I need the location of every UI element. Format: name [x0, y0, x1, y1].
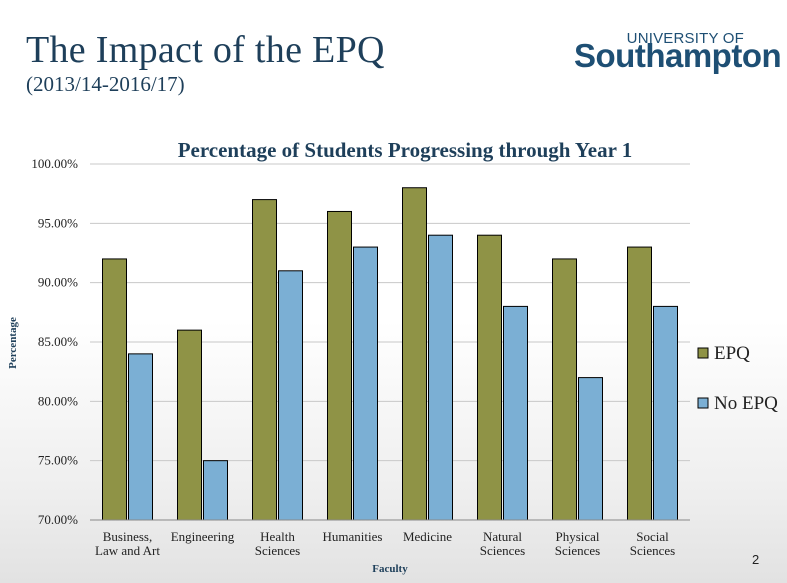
bar-no-epq [278, 270, 303, 521]
y-tick-label: 100.00% [31, 156, 78, 171]
x-tick-label: Law and Art [95, 543, 160, 558]
bar-epq [327, 210, 352, 521]
legend-label-epq: EPQ [714, 343, 750, 364]
y-tick-label: 75.00% [38, 453, 78, 468]
legend-swatch-no-epq [697, 397, 709, 409]
y-tick-label: 70.00% [38, 512, 78, 527]
bar-no-epq [653, 305, 678, 521]
logo-university-of: UNIVERSITY OF [626, 30, 744, 47]
bar-no-epq [428, 234, 453, 521]
bar-epq [477, 234, 502, 521]
x-tick-label: Business, [103, 529, 152, 544]
y-tick-label: 85.00% [38, 334, 78, 349]
bar-epq [402, 187, 427, 521]
y-axis-title: Percentage [7, 317, 19, 369]
x-tick-label: Engineering [171, 529, 235, 544]
x-tick-label: Social [636, 529, 669, 544]
bar-no-epq [353, 246, 378, 521]
bar-no-epq [578, 377, 603, 521]
x-tick-label: Humanities [323, 529, 383, 544]
legend-swatch-epq [697, 347, 709, 359]
x-tick-label: Sciences [480, 543, 525, 558]
x-tick-label: Sciences [255, 543, 300, 558]
page-number: 2 [752, 552, 760, 567]
x-tick-label: Physical [555, 529, 599, 544]
bar-epq [252, 199, 277, 521]
x-tick-label: Medicine [403, 529, 452, 544]
slide-title: The Impact of the EPQ [26, 29, 385, 71]
bar-no-epq [203, 460, 228, 521]
bar-epq [552, 258, 577, 521]
bar-epq [177, 329, 202, 521]
chart-title: Percentage of Students Progressing throu… [177, 138, 633, 162]
x-axis-title: Faculty [372, 563, 408, 575]
x-tick-label: Sciences [555, 543, 600, 558]
y-tick-label: 95.00% [38, 215, 78, 230]
x-tick-label: Health [260, 529, 295, 544]
bar-epq [627, 246, 652, 521]
y-tick-label: 80.00% [38, 393, 78, 408]
x-tick-label: Sciences [630, 543, 675, 558]
x-tick-label: Natural [483, 529, 522, 544]
y-tick-label: 90.00% [38, 275, 78, 290]
university-logo: UNIVERSITY OF Southampton [574, 30, 782, 80]
legend-label-no-epq: No EPQ [714, 393, 778, 414]
bar-epq [102, 258, 127, 521]
logo-southampton: Southampton [574, 37, 782, 74]
bar-no-epq [128, 353, 153, 521]
slide-subtitle: (2013/14-2016/17) [26, 72, 185, 96]
bar-no-epq [503, 305, 528, 521]
